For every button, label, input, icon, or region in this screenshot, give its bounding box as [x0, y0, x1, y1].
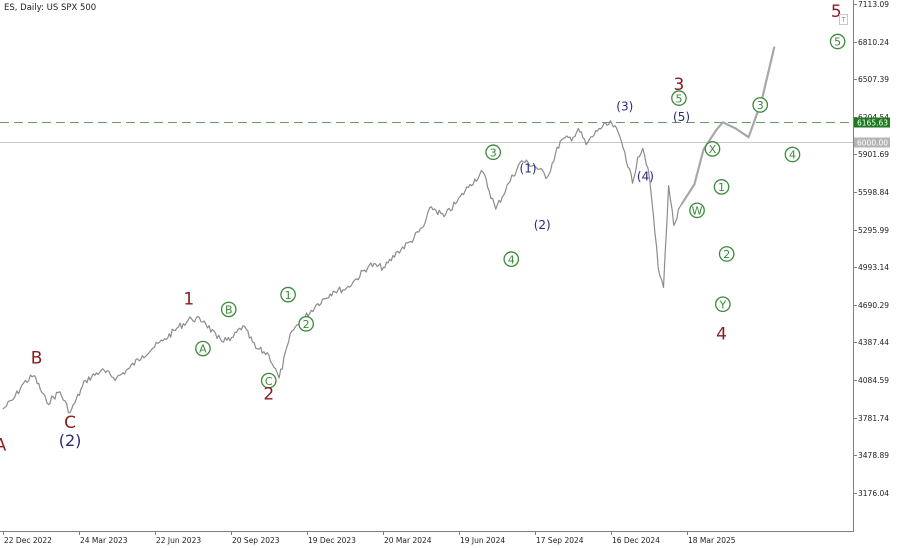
wave-label-circle [280, 286, 296, 303]
wave-label-primary: 2 [263, 385, 274, 405]
wave-label-intermediate: (2) [534, 218, 551, 232]
wave-label-minor: 3 [757, 99, 764, 112]
wave-label-circle [298, 315, 314, 332]
projection-path [680, 46, 776, 205]
wave-label-minor: 1 [285, 289, 292, 302]
wave-label-minor: C [265, 375, 273, 388]
wave-label-minor: 5 [675, 92, 682, 105]
wave-label-minor: 4 [508, 253, 515, 266]
symbol-label: ES, Daily: US SPX 500 [4, 3, 97, 13]
wave-label-circle [260, 372, 277, 389]
wave-label-minor: 5 [834, 36, 841, 49]
wave-label-minor: X [709, 143, 717, 156]
wave-labels: ABC(2)1ABC21234(1)(2)(3)(4)35(5)XW12Y434… [0, 2, 846, 456]
price-tag-label: 6000.00 [857, 139, 888, 148]
x-tick-label: 22 Dec 2022 [4, 536, 52, 545]
wave-label-minor: Y [718, 298, 726, 311]
oneclick-trading-icon[interactable]: T [839, 14, 848, 25]
y-tick-label: 3176.04 [858, 489, 889, 498]
price-tag-box [854, 137, 890, 148]
wave-label-circle [829, 33, 846, 50]
wave-label-primary: B [31, 348, 43, 368]
wave-label-circle [689, 202, 705, 219]
x-tick-label: 20 Mar 2024 [384, 536, 432, 545]
y-tick-label: 3478.89 [858, 451, 889, 460]
price-tag-box [854, 117, 890, 128]
wave-label-circle [671, 90, 687, 106]
wave-label-intermediate: (4) [637, 169, 654, 183]
wave-label-primary: 3 [674, 75, 685, 95]
wave-label-circle [195, 340, 211, 357]
wave-label-minor: 4 [789, 149, 796, 162]
y-tick-label: 7113.09 [858, 0, 889, 9]
x-tick-label: 24 Mar 2023 [80, 536, 128, 545]
wave-label-circle [784, 146, 801, 163]
x-tick-label: 20 Sep 2023 [232, 536, 280, 545]
y-tick-label: 4993.14 [858, 263, 889, 272]
y-tick-label: 4084.59 [858, 376, 889, 385]
wave-label-minor: 3 [490, 146, 497, 159]
wave-label-minor: 2 [723, 248, 730, 261]
y-tick-label: 4387.44 [858, 338, 889, 347]
x-tick-label: 17 Sep 2024 [536, 536, 584, 545]
y-tick-label: 5901.69 [858, 150, 889, 159]
x-tick-label: 22 Jun 2023 [156, 536, 201, 545]
wave-label-primary: 4 [716, 324, 727, 344]
wave-label-minor: 1 [718, 181, 725, 194]
wave-label-circle [718, 246, 735, 262]
wave-label-circle [713, 179, 730, 195]
wave-label-intermediate: (3) [616, 99, 633, 113]
time-axis: 22 Dec 2022 24 Mar 2023 22 Jun 2023 20 Sep … [3, 531, 736, 545]
y-tick-label: 6507.39 [858, 75, 889, 84]
wave-label-intermediate: (1) [520, 162, 537, 176]
x-tick-label: 19 Dec 2023 [308, 536, 356, 545]
price-tags: 6165.63 6000.00 [854, 117, 890, 148]
wave-label-circle [752, 97, 769, 113]
wave-label-primary: C [64, 413, 76, 433]
wave-label-circle [714, 296, 731, 313]
wave-label-circle [220, 301, 237, 318]
wave-label-circle [704, 141, 721, 157]
wave-label-minor: 2 [303, 318, 310, 331]
price-series-line [2, 120, 683, 414]
wave-label-intermediate: (2) [59, 431, 82, 450]
wave-label-primary: 5 [831, 2, 842, 22]
wave-label-minor: W [692, 205, 703, 218]
wave-label-primary: A [0, 436, 7, 456]
y-tick-label: 5598.84 [858, 188, 889, 197]
wave-label-circle [485, 144, 502, 161]
wave-label-minor: A [199, 343, 207, 356]
x-tick-label: 16 Dec 2024 [612, 536, 660, 545]
wave-label-minor: B [225, 304, 233, 317]
y-tick-label: 6810.24 [858, 38, 889, 47]
y-tick-label: 5295.99 [858, 226, 889, 235]
x-tick-label: 18 Mar 2025 [688, 536, 736, 545]
price-tag-label: 6165.63 [857, 119, 888, 128]
y-tick-label: 3781.74 [858, 414, 889, 423]
y-tick-label: 4690.29 [858, 301, 889, 310]
wave-label-intermediate: (5) [673, 110, 690, 124]
wave-label-primary: 1 [183, 290, 194, 310]
x-tick-label: 19 Jun 2024 [460, 536, 505, 545]
wave-label-circle [503, 251, 520, 267]
